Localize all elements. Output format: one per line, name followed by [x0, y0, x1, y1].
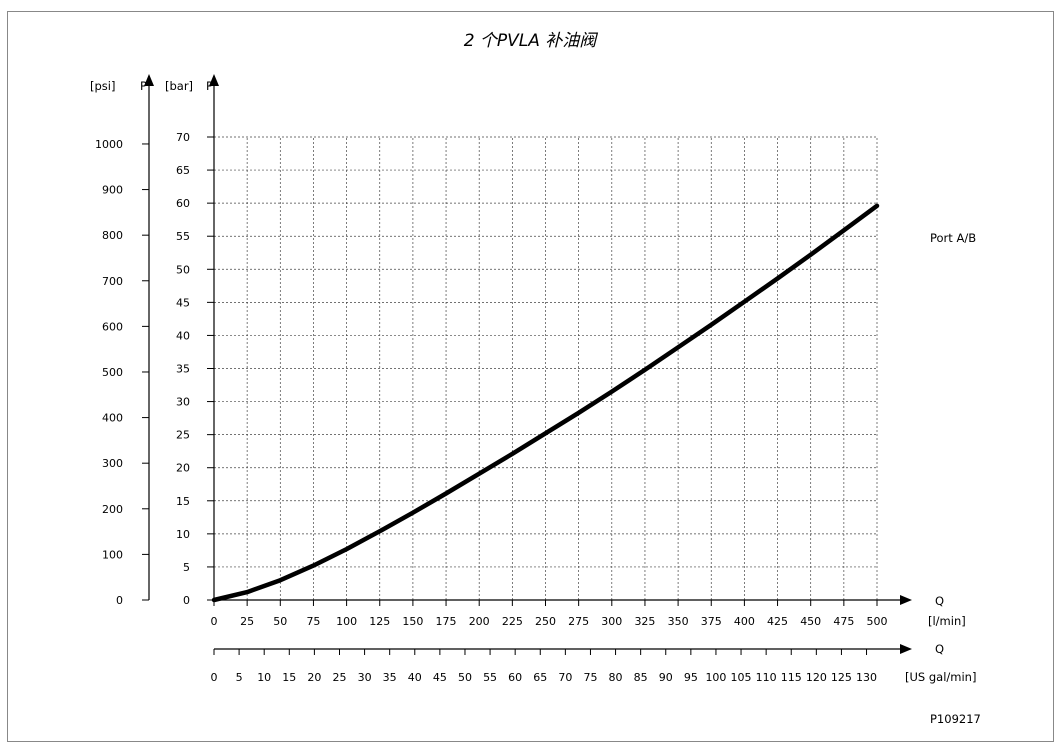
y-tick-label-bar: 10 [176, 528, 190, 541]
x-tick-label-gal: 5 [236, 671, 243, 684]
x-tick-label-gal: 65 [533, 671, 547, 684]
y-axis-psi-unit: [psi] [90, 79, 115, 93]
x-tick-label-gal: 105 [731, 671, 752, 684]
y-axis-psi-arrow-icon [144, 74, 154, 86]
y-tick-label-bar: 45 [176, 296, 190, 309]
x-tick-label-lmin: 375 [701, 615, 722, 628]
x-tick-label-lmin: 300 [601, 615, 622, 628]
x-tick-label-gal: 50 [458, 671, 472, 684]
x-tick-label-lmin: 400 [734, 615, 755, 628]
x-tick-label-gal: 30 [358, 671, 372, 684]
y-tick-label-bar: 20 [176, 462, 190, 475]
y-tick-label-bar: 65 [176, 164, 190, 177]
y-tick-label-bar: 55 [176, 230, 190, 243]
y-tick-label-bar: 35 [176, 363, 190, 376]
x-axis-lmin-unit: [l/min] [928, 614, 966, 628]
y-axis-bar-label: P [206, 79, 213, 93]
y-tick-label-psi: 100 [102, 548, 123, 561]
x-tick-label-gal: 55 [483, 671, 497, 684]
x-tick-label-gal: 10 [257, 671, 271, 684]
y-tick-label-bar: 30 [176, 396, 190, 409]
y-tick-label-psi: 700 [102, 275, 123, 288]
y-tick-label-psi: 600 [102, 320, 123, 333]
y-tick-label-psi: 200 [102, 503, 123, 516]
x-tick-label-gal: 85 [634, 671, 648, 684]
x-tick-label-lmin: 125 [369, 615, 390, 628]
y-tick-label-psi: 0 [116, 594, 123, 607]
y-tick-label-psi: 900 [102, 184, 123, 197]
series-line-port-ab [211, 203, 880, 603]
x-tick-label-lmin: 0 [211, 615, 218, 628]
x-tick-label-lmin: 225 [502, 615, 523, 628]
x-tick-label-lmin: 250 [535, 615, 556, 628]
x-tick-label-gal: 130 [856, 671, 877, 684]
x-tick-label-lmin: 25 [240, 615, 254, 628]
x-tick-label-lmin: 325 [634, 615, 655, 628]
chart-title: 2 个PVLA 补油阀 [464, 31, 599, 51]
y-axis-psi-label: P [140, 79, 147, 93]
x-tick-label-gal: 90 [659, 671, 673, 684]
x-axis-lmin-label: Q [935, 594, 944, 608]
x-tick-label-lmin: 100 [336, 615, 357, 628]
y-ticks-psi: 0 100 200 300 400 500 600 700 800 900 1000 [95, 138, 149, 607]
y-axis-bar-unit: [bar] [165, 79, 193, 93]
x-tick-label-lmin: 75 [306, 615, 320, 628]
y-tick-label-psi: 300 [102, 457, 123, 470]
y-tick-label-bar: 60 [176, 197, 190, 210]
x-tick-label-gal: 35 [383, 671, 397, 684]
x-tick-label-gal: 120 [806, 671, 827, 684]
x-axis-lmin-arrow-icon [900, 595, 912, 605]
y-tick-label-psi: 500 [102, 366, 123, 379]
x-tick-label-gal: 25 [332, 671, 346, 684]
y-tick-label-psi: 1000 [95, 138, 123, 151]
x-tick-label-lmin: 425 [767, 615, 788, 628]
x-tick-label-lmin: 200 [469, 615, 490, 628]
x-tick-label-gal: 125 [831, 671, 852, 684]
x-tick-label-lmin: 500 [867, 615, 888, 628]
x-tick-label-gal: 40 [408, 671, 422, 684]
x-tick-label-lmin: 175 [436, 615, 457, 628]
x-tick-label-lmin: 475 [833, 615, 854, 628]
grid [214, 136, 878, 600]
x-axis-gal-arrow-icon [900, 644, 912, 654]
x-axis-gal-unit: [US gal/min] [905, 670, 976, 684]
x-tick-label-gal: 110 [756, 671, 777, 684]
y-tick-label-bar: 15 [176, 495, 190, 508]
y-tick-label-bar: 5 [183, 561, 190, 574]
x-tick-label-gal: 95 [684, 671, 698, 684]
x-ticks-gal: 0 5 10 15 20 25 30 35 40 45 50 55 60 65 70 75 80 85 90 95 10… [211, 649, 877, 684]
x-tick-label-gal: 100 [705, 671, 726, 684]
x-tick-label-gal: 45 [433, 671, 447, 684]
x-tick-label-gal: 20 [307, 671, 321, 684]
x-tick-label-lmin: 150 [402, 615, 423, 628]
x-tick-label-lmin: 350 [668, 615, 689, 628]
x-tick-label-lmin: 450 [800, 615, 821, 628]
x-tick-label-gal: 0 [211, 671, 218, 684]
x-ticks-lmin: 0 25 50 75 100 125 150 175 200 225 250 275 300 325 350… [211, 600, 888, 628]
x-tick-label-gal: 70 [558, 671, 572, 684]
series-label-port-ab: Port A/B [930, 231, 976, 245]
x-tick-label-gal: 15 [282, 671, 296, 684]
x-axis-gal-label: Q [935, 642, 944, 656]
y-tick-label-bar: 50 [176, 263, 190, 276]
x-tick-label-gal: 115 [781, 671, 802, 684]
y-tick-label-bar: 25 [176, 429, 190, 442]
y-tick-label-psi: 800 [102, 229, 123, 242]
y-tick-label-bar: 0 [183, 594, 190, 607]
y-axis-bar-arrow-icon [209, 74, 219, 86]
figure-border [7, 11, 1054, 742]
x-tick-label-gal: 80 [609, 671, 623, 684]
x-tick-label-gal: 75 [583, 671, 597, 684]
x-tick-label-lmin: 275 [568, 615, 589, 628]
y-ticks-bar: 0 5 10 15 20 25 30 35 40 45 50 55 60 65 70 [176, 131, 214, 607]
x-tick-label-gal: 60 [508, 671, 522, 684]
y-tick-label-bar: 40 [176, 329, 190, 342]
y-tick-label-bar: 70 [176, 131, 190, 144]
figure-id: P109217 [930, 712, 981, 726]
y-tick-label-psi: 400 [102, 412, 123, 425]
x-tick-label-lmin: 50 [273, 615, 287, 628]
